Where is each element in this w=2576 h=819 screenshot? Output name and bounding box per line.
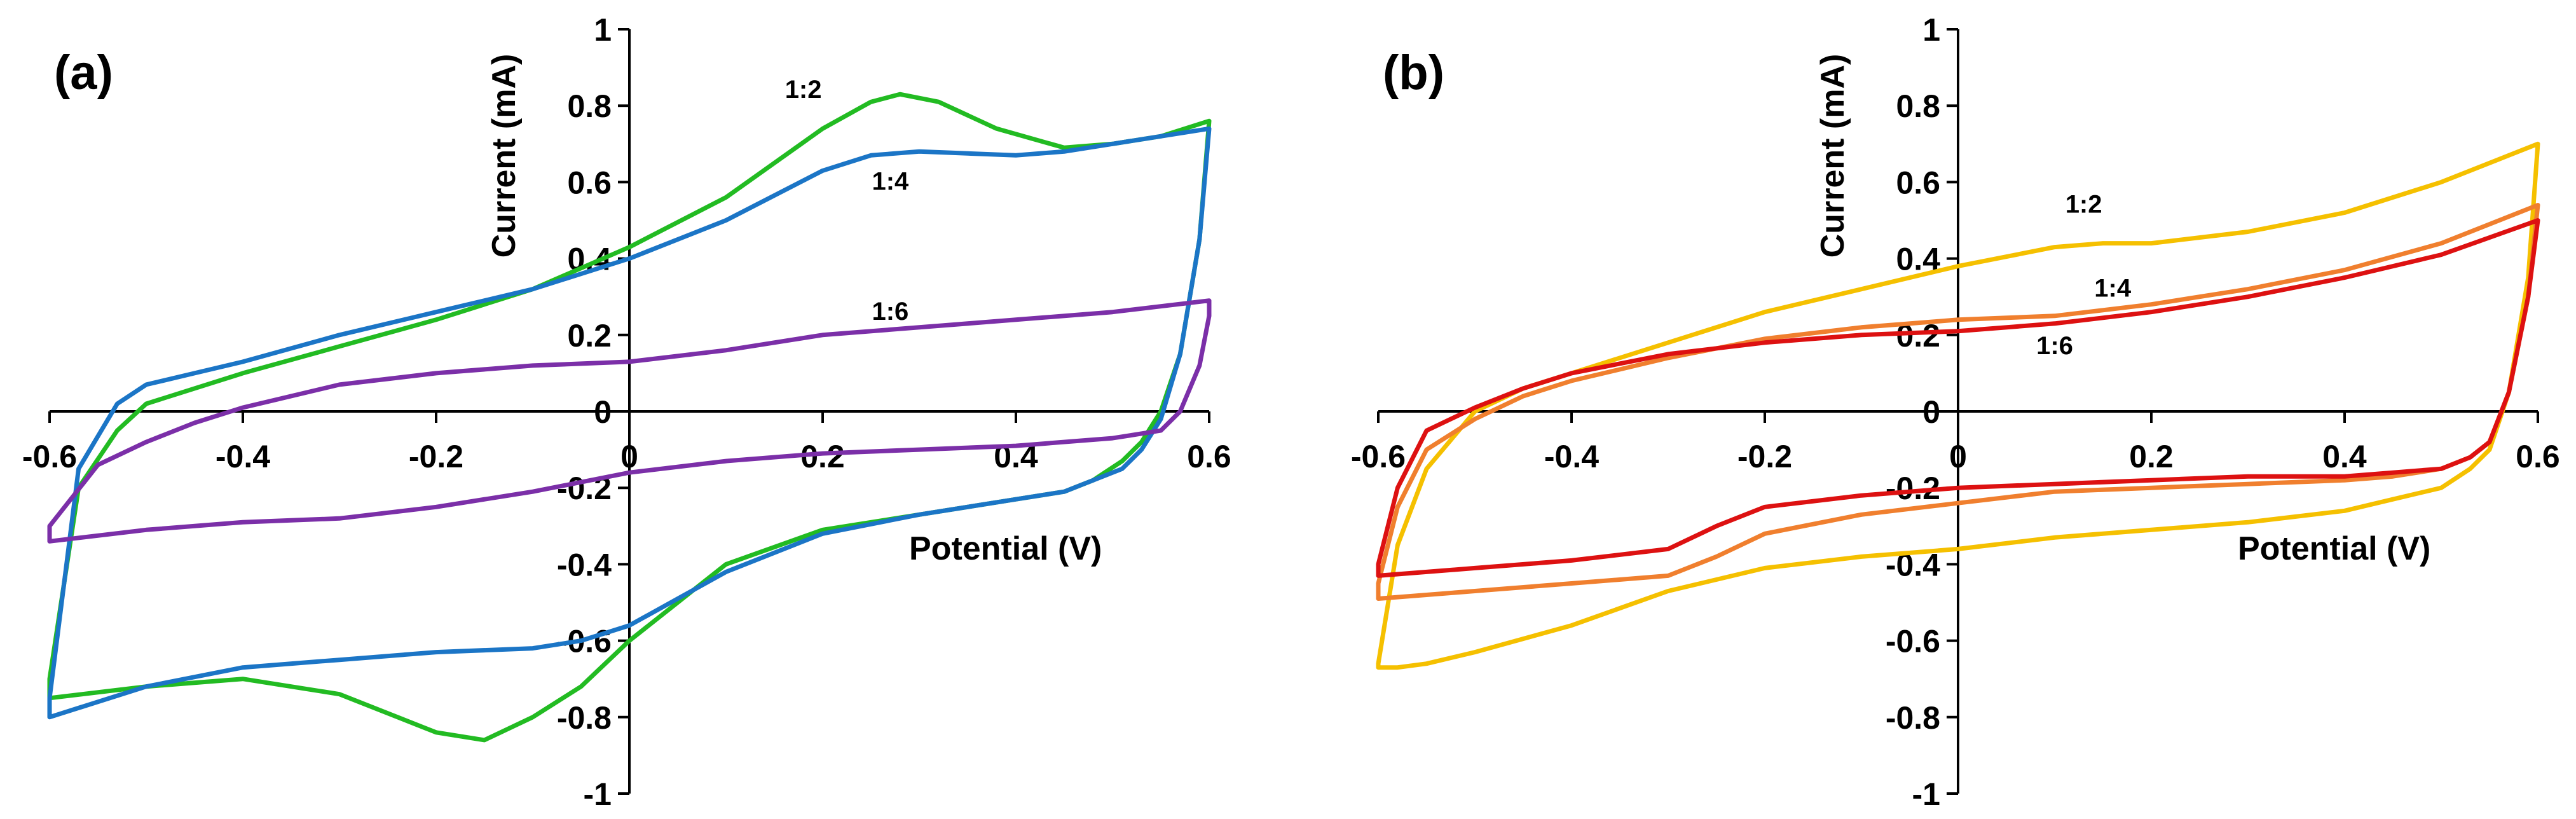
y-tick-label: 1 xyxy=(1922,12,1940,48)
x-tick-label: 0 xyxy=(1949,439,1967,474)
y-tick-label: 0.2 xyxy=(567,318,612,354)
panel-label: (a) xyxy=(54,46,113,100)
series-line-1-4 xyxy=(47,126,1212,720)
series-label-1-4: 1:4 xyxy=(872,167,909,195)
x-tick-label: 0.6 xyxy=(1187,439,1231,474)
y-tick-label: -0.8 xyxy=(557,700,612,736)
y-tick-label: 0.8 xyxy=(567,88,612,124)
series-label-1-6: 1:6 xyxy=(2036,332,2073,360)
y-tick-label: 0 xyxy=(1922,394,1940,430)
x-axis-label: Potential (V) xyxy=(909,530,1102,567)
y-tick-label: -1 xyxy=(584,776,612,812)
y-tick-label: -0.6 xyxy=(1886,624,1940,659)
y-axis-label: Current (mA) xyxy=(1814,54,1851,258)
x-tick-label: -0.2 xyxy=(1737,439,1792,474)
series-label-1-2: 1:2 xyxy=(785,76,822,104)
y-tick-label: -0.8 xyxy=(1886,700,1940,736)
x-tick-label: 0.6 xyxy=(2516,439,2560,474)
y-tick-label: 0 xyxy=(594,394,612,430)
series-label-1-2: 1:2 xyxy=(2066,190,2102,218)
x-tick-label: -0.2 xyxy=(409,439,463,474)
x-tick-label: 0.4 xyxy=(2322,439,2367,474)
series-label-1-4: 1:4 xyxy=(2094,275,2132,303)
x-tick-label: -0.6 xyxy=(1351,439,1406,474)
x-tick-label: -0.4 xyxy=(216,439,270,474)
y-axis-label: Current (mA) xyxy=(486,54,523,258)
x-tick-label: -0.4 xyxy=(1544,439,1599,474)
y-tick-label: 0.6 xyxy=(567,165,612,200)
y-tick-label: 0.8 xyxy=(1896,88,1940,124)
x-axis-label: Potential (V) xyxy=(2238,530,2430,567)
chart-panel-b: -0.6 -0.4 -0.2 0 0.2 0.4 0.610.80.60.40.20-0.2… xyxy=(1351,12,2560,812)
y-tick-label: -0.4 xyxy=(557,547,612,582)
y-tick-label: -1 xyxy=(1912,776,1940,812)
x-tick-label: 0 xyxy=(620,439,638,474)
series-label-1-6: 1:6 xyxy=(872,298,908,326)
x-tick-label: -0.6 xyxy=(22,439,77,474)
y-tick-label: 1 xyxy=(594,12,612,48)
y-tick-label: 0.6 xyxy=(1896,165,1940,200)
chart-panel-a: -0.6 -0.4 -0.2 0 0.2 0.4 0.610.80.60.40.20-0.2… xyxy=(22,12,1231,812)
panel-label: (b) xyxy=(1383,46,1444,100)
x-tick-label: 0.2 xyxy=(2129,439,2174,474)
series-line-1-6 xyxy=(1376,218,2540,578)
series-line-1-6 xyxy=(47,298,1212,544)
